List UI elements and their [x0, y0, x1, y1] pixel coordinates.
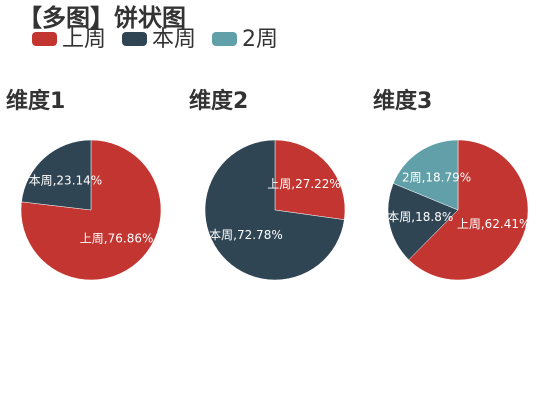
legend-label[interactable]: 本周	[152, 27, 196, 52]
legend-swatch[interactable]	[212, 32, 237, 46]
pie-slice	[408, 139, 529, 281]
data-label: 2周,18.79%	[402, 171, 471, 185]
data-label: 上周,76.86%	[80, 231, 154, 245]
pie-slice	[274, 139, 346, 221]
pie-title: 维度1	[6, 88, 65, 114]
pie-title: 维度2	[189, 88, 248, 114]
legend-swatch[interactable]	[32, 32, 57, 46]
data-label: 本周,18.8%	[387, 210, 453, 224]
data-label: 上周,62.41%	[457, 217, 531, 231]
pie-slice	[392, 139, 459, 211]
legend-swatch[interactable]	[122, 32, 147, 46]
chart-title: 【多图】饼状图	[18, 4, 186, 32]
data-label: 本周,72.78%	[209, 228, 283, 242]
pie-slice	[204, 139, 345, 281]
legend-label[interactable]: 上周	[62, 27, 106, 52]
data-label: 上周,27.22%	[267, 177, 341, 191]
pie-title: 维度3	[373, 88, 432, 114]
legend-label[interactable]: 2周	[242, 27, 278, 52]
pie-slice	[21, 139, 92, 211]
pie-slice	[387, 183, 459, 261]
data-label: 本周,23.14%	[29, 174, 103, 188]
